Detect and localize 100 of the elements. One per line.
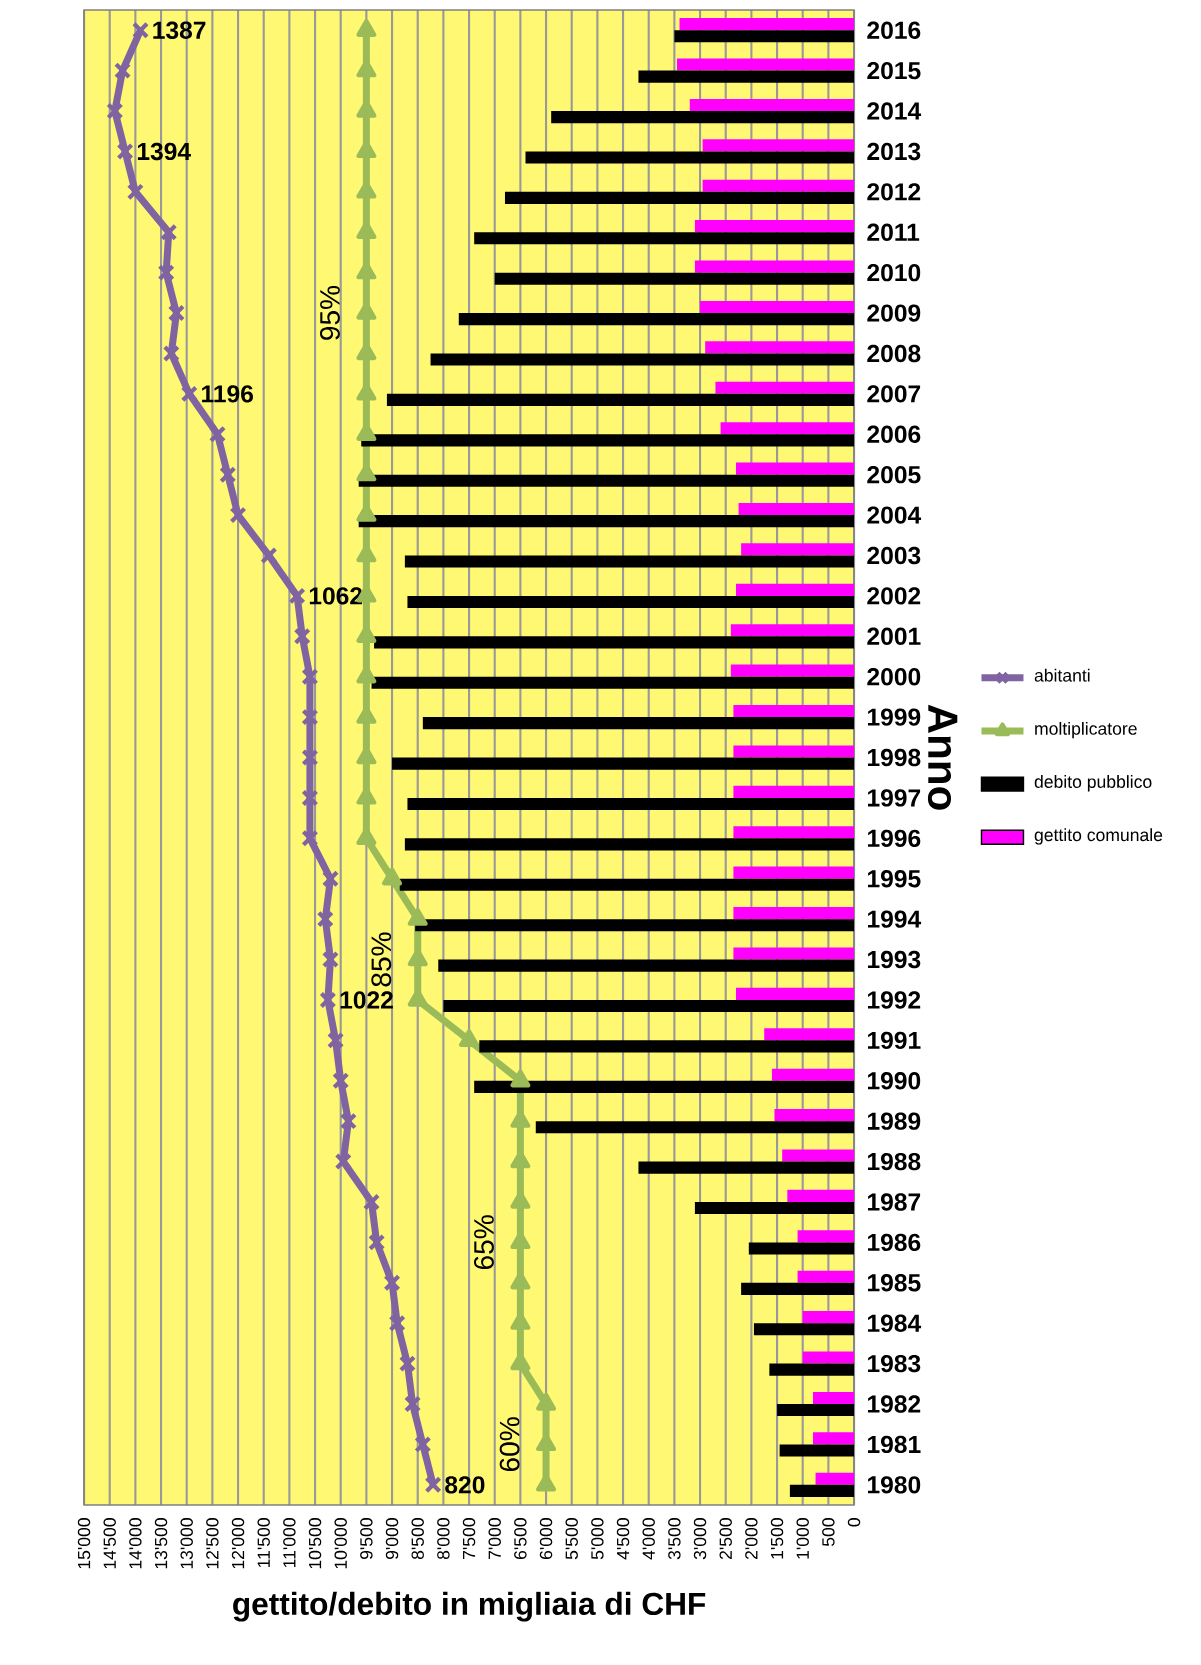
point	[301, 748, 319, 767]
bar	[764, 1028, 855, 1041]
bar	[735, 583, 855, 596]
point	[326, 1031, 345, 1049]
bar	[771, 1068, 855, 1081]
y-tick-label: 2006	[867, 425, 921, 443]
bar	[769, 1363, 855, 1376]
point	[407, 948, 428, 967]
y-tick-label: 2004	[867, 506, 922, 524]
y-tick-label: 2013	[867, 142, 921, 161]
y-tick-label: 1992	[867, 991, 921, 1009]
bar	[741, 1282, 855, 1295]
bar	[733, 704, 855, 718]
y-tick-label: 1997	[867, 789, 921, 807]
legend-label: moltiplicatore	[1035, 721, 1137, 739]
bar	[702, 139, 855, 152]
y-tick-label: 2008	[867, 344, 921, 363]
x-tick-label: 13'500	[154, 1518, 168, 1569]
bar	[733, 826, 855, 839]
point	[113, 62, 132, 80]
point	[356, 827, 377, 845]
point	[356, 18, 377, 37]
y-tick-label: 1996	[867, 829, 921, 848]
y-tick-label: 1995	[867, 870, 921, 888]
legend-label: abitanti	[1034, 668, 1090, 682]
bar	[504, 191, 855, 204]
annotation: 95%	[319, 285, 340, 340]
bar	[730, 624, 855, 637]
bar	[415, 919, 855, 932]
bar	[407, 595, 855, 609]
point	[362, 1193, 381, 1211]
y-axis-title: Anno	[927, 704, 958, 810]
bar	[694, 260, 855, 273]
x-tick-label: 15'000	[77, 1518, 91, 1569]
x-tick-label: 1'500	[770, 1518, 784, 1559]
bar	[551, 111, 855, 124]
point	[535, 1392, 557, 1411]
bar	[399, 878, 855, 891]
y-tick-label: 1994	[867, 910, 922, 928]
bar	[479, 1040, 855, 1053]
x-tick-label: 1'000	[796, 1518, 809, 1559]
x-tick-label: 8'500	[411, 1518, 424, 1560]
point	[288, 587, 306, 605]
point	[339, 1112, 357, 1130]
x-tick-label: 5'500	[565, 1518, 578, 1560]
x-tick-label: 14'500	[103, 1518, 116, 1569]
annotation: 1394	[137, 142, 191, 161]
point	[510, 1069, 531, 1088]
bar	[705, 341, 855, 354]
x-tick-label: 7'500	[462, 1518, 476, 1559]
annotation: 65%	[473, 1215, 494, 1270]
bar	[777, 1404, 855, 1417]
x-tick-label: 8'000	[437, 1518, 450, 1560]
point	[407, 907, 428, 926]
bar	[674, 30, 855, 43]
point	[167, 304, 185, 322]
bar	[733, 785, 855, 798]
bar	[689, 98, 855, 112]
point	[368, 1233, 386, 1251]
point	[106, 102, 124, 120]
bar	[720, 422, 855, 435]
bar	[386, 393, 855, 406]
bar	[443, 999, 855, 1013]
x-tick-label: 500	[822, 1518, 835, 1547]
point	[458, 1029, 480, 1048]
point	[334, 1153, 352, 1171]
x-tick-label: 3'000	[693, 1518, 707, 1560]
bar	[741, 543, 855, 556]
y-tick-label: 1985	[867, 1274, 921, 1292]
bar	[392, 757, 855, 770]
bar	[474, 232, 855, 245]
bar	[738, 502, 855, 516]
bar	[358, 515, 855, 528]
y-tick-label: 2005	[867, 466, 921, 484]
y-tick-label: 1982	[867, 1395, 921, 1413]
x-tick-label: 4'000	[642, 1518, 655, 1560]
bar	[694, 1201, 855, 1215]
x-tick-label: 11'000	[283, 1518, 296, 1568]
point	[301, 668, 319, 686]
y-tick-label: 2001	[867, 627, 921, 645]
point	[398, 1355, 416, 1373]
point	[126, 183, 144, 201]
point	[301, 829, 319, 847]
bar	[702, 179, 855, 192]
point	[332, 1072, 350, 1090]
bar	[735, 462, 855, 475]
bar	[458, 313, 855, 326]
y-tick-label: 2002	[867, 587, 921, 605]
bar	[474, 1080, 855, 1093]
y-tick-label: 1987	[867, 1193, 921, 1211]
bar	[812, 1391, 855, 1405]
y-tick-label: 1988	[867, 1152, 921, 1171]
bar	[404, 555, 855, 568]
annotation: 1196	[202, 385, 253, 403]
y-tick-label: 1991	[867, 1031, 921, 1050]
x-tick-label: 7'000	[488, 1518, 501, 1559]
annotation: 820	[445, 1476, 485, 1494]
x-tick-label: 2'000	[745, 1518, 758, 1559]
bar	[494, 272, 855, 285]
bar	[525, 151, 855, 164]
